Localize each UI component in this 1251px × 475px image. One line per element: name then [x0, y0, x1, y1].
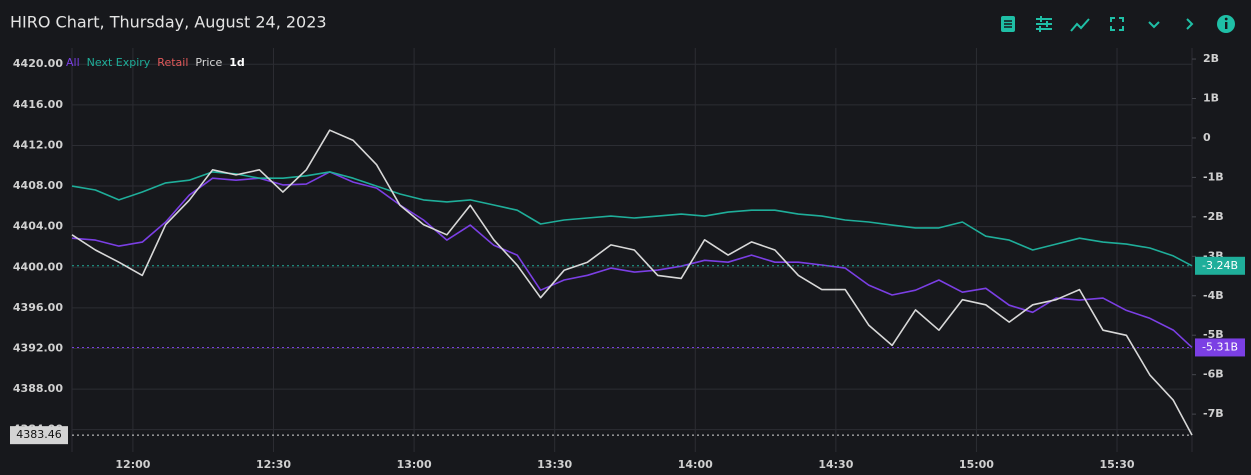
x-tick-label: 15:30: [1100, 458, 1135, 471]
y2-tick-label: -1B: [1203, 170, 1224, 183]
y-tick-label: 4392.00: [13, 341, 63, 354]
y-tick-label: 4396.00: [13, 301, 63, 314]
x-tick-label: 15:00: [959, 458, 994, 471]
axes: 4384.004388.004392.004396.004400.004404.…: [10, 52, 1245, 471]
x-tick-label: 14:00: [678, 458, 713, 471]
last-value-label: -5.31B: [1202, 340, 1238, 353]
x-tick-label: 12:00: [115, 458, 150, 471]
y2-tick-label: 1B: [1203, 92, 1219, 105]
y2-tick-label: 0: [1203, 131, 1211, 144]
y-tick-label: 4412.00: [13, 138, 63, 151]
chart-title: HIRO Chart, Thursday, August 24, 2023: [10, 13, 327, 32]
y2-tick-label: -7B: [1203, 407, 1224, 420]
last-value-tag: [10, 426, 68, 445]
y-tick-label: 4408.00: [13, 179, 63, 192]
lines: [71, 129, 1193, 436]
last-value-label: -3.24B: [1202, 259, 1238, 272]
y2-tick-label: -5B: [1203, 328, 1224, 341]
last-value-label: 4383.46: [16, 428, 62, 441]
y2-tick-label: 2B: [1203, 52, 1219, 65]
last-value-tag: [1195, 256, 1245, 275]
y2-tick-label: -6B: [1203, 368, 1224, 381]
grid: [72, 48, 1192, 452]
x-tick-label: 14:30: [818, 458, 853, 471]
fullscreen-icon[interactable]: [1110, 17, 1124, 31]
legend: All Next Expiry Retail Price 1d: [66, 56, 245, 69]
collapse-icon[interactable]: [1148, 21, 1160, 29]
y2-tick-label: -4B: [1203, 289, 1224, 302]
x-tick-label: 13:00: [397, 458, 432, 471]
series-line: [71, 129, 1193, 436]
settings-icon[interactable]: [1036, 16, 1052, 32]
y-tick-label: 4416.00: [13, 98, 63, 111]
legend-entry: Next Expiry: [87, 56, 151, 69]
next-icon[interactable]: [1186, 18, 1194, 30]
table-icon[interactable]: [1001, 16, 1015, 32]
y-tick-label: 4420.00: [13, 57, 63, 70]
x-tick-label: 12:30: [256, 458, 291, 471]
last-value-tag: [1195, 338, 1245, 357]
legend-entry: Price: [195, 56, 222, 69]
legend-period: 1d: [229, 56, 245, 69]
y-tick-label: 4404.00: [13, 220, 63, 233]
toolbar: [1001, 15, 1235, 33]
legend-entry: Retail: [157, 56, 188, 69]
info-icon[interactable]: [1217, 15, 1235, 33]
series-line: [71, 171, 1193, 267]
y-tick-label: 4400.00: [13, 260, 63, 273]
line-icon[interactable]: [1070, 18, 1090, 32]
x-tick-label: 13:30: [537, 458, 572, 471]
y-tick-label: 4388.00: [13, 382, 63, 395]
legend-entry: All: [66, 56, 80, 69]
y2-tick-label: -2B: [1203, 210, 1224, 223]
